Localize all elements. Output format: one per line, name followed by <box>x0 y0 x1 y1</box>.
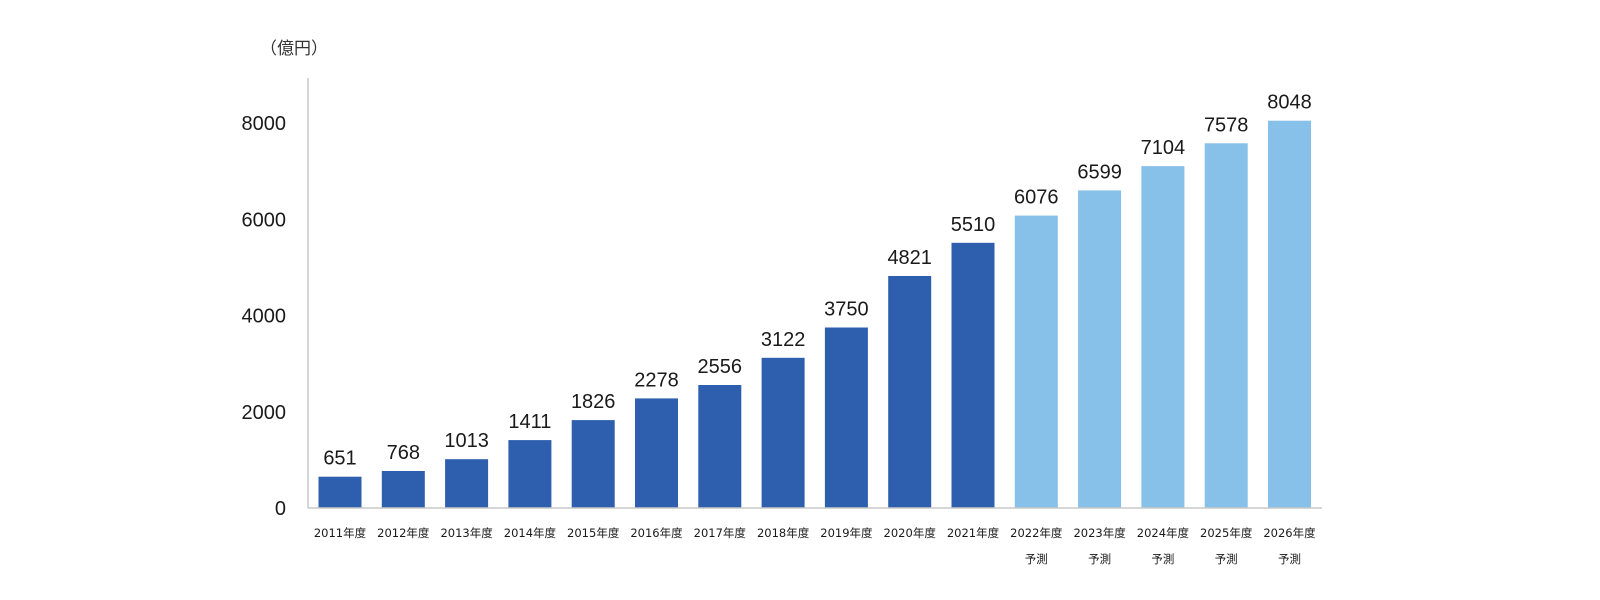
bar-value-label: 651 <box>323 448 356 470</box>
x-tick-sublabel: 予測 <box>1151 552 1174 566</box>
x-tick-sublabel: 予測 <box>1025 552 1048 566</box>
x-tick-label: 2014年度 <box>504 526 557 540</box>
x-tick-label: 2013年度 <box>440 526 493 540</box>
bar-value-label: 2278 <box>634 369 679 391</box>
bar-value-label: 7578 <box>1204 114 1249 136</box>
x-tick-label: 2017年度 <box>694 526 747 540</box>
bar-value-label: 3122 <box>761 329 806 351</box>
x-tick-label: 2019年度 <box>820 526 873 540</box>
forecast-bar <box>1141 166 1185 508</box>
forecast-bar <box>1078 190 1122 508</box>
x-tick-label: 2023年度 <box>1073 526 1126 540</box>
y-axis-unit-label: （億円） <box>260 39 328 58</box>
x-tick-label: 2020年度 <box>884 526 937 540</box>
bar <box>888 276 932 508</box>
bar <box>571 420 615 508</box>
x-tick-label: 2025年度 <box>1200 526 1253 540</box>
bar-value-label: 5510 <box>951 214 996 236</box>
bar <box>824 327 868 508</box>
bar-value-label: 768 <box>387 442 420 464</box>
bar <box>445 459 489 508</box>
bar <box>761 357 805 508</box>
forecast-bar <box>1204 143 1248 509</box>
data-labels: 651 768 1013 1411 1826 2278 2556 3122 3750 4821 55… <box>323 92 1311 470</box>
bar <box>635 398 678 508</box>
bar <box>951 242 995 509</box>
bar-value-label: 1411 <box>508 411 551 433</box>
x-tick-label: 2018年度 <box>757 526 810 540</box>
y-tick-label: 4000 <box>242 306 287 328</box>
bar <box>508 440 552 508</box>
x-tick-label: 2026年度 <box>1263 526 1316 540</box>
bar-value-label: 1013 <box>444 430 489 452</box>
bar-value-label: 7104 <box>1141 137 1186 159</box>
bar-value-label: 1826 <box>571 391 616 413</box>
bar-value-label: 3750 <box>824 299 869 321</box>
bar-value-label: 8048 <box>1267 92 1312 114</box>
x-tick-label: 2015年度 <box>567 526 620 540</box>
forecast-bar <box>1268 120 1311 508</box>
bar-value-label: 2556 <box>698 356 743 378</box>
x-tick-label: 2021年度 <box>947 526 1000 540</box>
x-tick-label: 2012年度 <box>377 526 430 540</box>
y-tick-label: 2000 <box>242 402 287 424</box>
bars <box>318 120 1311 509</box>
bar-value-label: 4821 <box>887 247 932 269</box>
x-tick-sublabel: 予測 <box>1278 552 1301 566</box>
bar <box>381 471 425 508</box>
x-tick-label: 2024年度 <box>1137 526 1190 540</box>
bar-value-label: 6599 <box>1077 161 1122 183</box>
bar <box>318 476 362 508</box>
bar <box>698 385 742 508</box>
x-tick-label: 2011年度 <box>314 526 367 540</box>
x-tick-sublabel: 予測 <box>1215 552 1238 566</box>
x-tick-label: 2022年度 <box>1010 526 1063 540</box>
y-tick-label: 6000 <box>242 209 287 231</box>
y-tick-label: 0 <box>275 498 286 520</box>
x-tick-sublabel: 予測 <box>1088 552 1111 566</box>
forecast-bar <box>1014 215 1058 508</box>
x-axis: 2011年度 2012年度 2013年度 2014年度 2015年度 2016年度 2017… <box>308 507 1322 566</box>
y-tick-label: 8000 <box>242 113 287 135</box>
x-tick-label: 2016年度 <box>630 526 683 540</box>
bar-value-label: 6076 <box>1014 187 1059 209</box>
y-axis: 0 2000 4000 6000 8000 <box>242 78 309 520</box>
